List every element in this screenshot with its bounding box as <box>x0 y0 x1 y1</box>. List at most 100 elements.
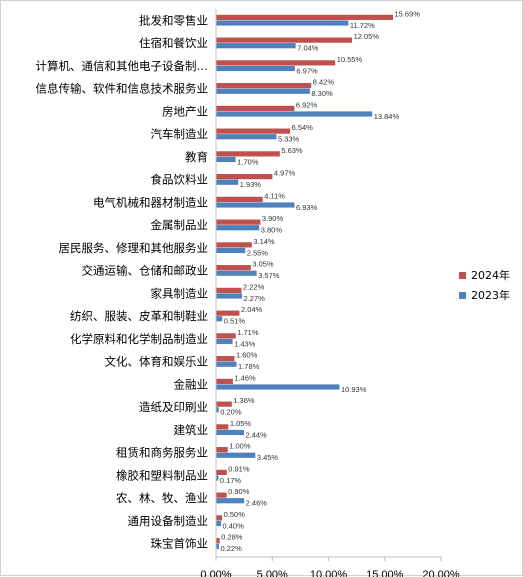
data-label: 3.45% <box>257 453 279 462</box>
category-label: 电气机械和器材制造业 <box>93 195 208 209</box>
data-label: 1.93% <box>240 180 262 189</box>
bar-series1 <box>216 219 261 225</box>
data-label: 10.93% <box>341 385 367 394</box>
bar-series1 <box>216 378 233 384</box>
bar-series2 <box>216 65 295 72</box>
bar-series2 <box>216 88 310 94</box>
data-label: 8.30% <box>311 89 333 98</box>
bar-series2 <box>216 179 239 185</box>
category-label: 纺织、服装、皮革和制鞋业 <box>70 309 208 323</box>
data-label: 5.33% <box>278 135 300 144</box>
bar-series1 <box>216 174 273 180</box>
data-label: 7.04% <box>297 44 319 53</box>
category-label: 租赁和商务服务业 <box>116 446 208 460</box>
data-label: 8.42% <box>313 78 335 87</box>
bar-series1 <box>216 424 229 430</box>
category-label: 通用设备制造业 <box>128 514 209 528</box>
category-label: 橡胶和塑料制品业 <box>116 468 208 482</box>
legend-label: 2024年 <box>471 268 510 282</box>
category-label: 住宿和餐饮业 <box>139 36 208 50</box>
data-label: 2.04% <box>241 305 263 314</box>
bar-series1 <box>216 287 242 293</box>
data-label: 2.44% <box>245 430 267 439</box>
category-label: 食品饮料业 <box>151 173 209 187</box>
category-label: 金融业 <box>174 377 209 391</box>
category-label: 家具制造业 <box>151 286 209 300</box>
category-label: 计算机、通信和其他电子设备制… <box>36 59 209 73</box>
category-label: 汽车制造业 <box>151 127 209 141</box>
bar-series1 <box>216 128 291 134</box>
category-label: 珠宝首饰业 <box>151 537 209 551</box>
data-label: 5.63% <box>281 146 303 155</box>
bar-series1 <box>216 151 280 157</box>
data-label: 3.90% <box>262 214 284 223</box>
category-label: 信息传输、软件和信息技术服务业 <box>36 82 209 96</box>
data-label: 3.57% <box>258 271 280 280</box>
bar-series1 <box>216 196 263 202</box>
bar-series2 <box>216 407 219 413</box>
bar-series2 <box>216 543 219 549</box>
category-label: 教育 <box>185 150 208 164</box>
category-label: 建筑业 <box>174 423 209 437</box>
data-label: 1.36% <box>233 396 255 405</box>
bar-series2 <box>216 270 257 276</box>
data-label: 1.70% <box>237 157 259 166</box>
bar-series1 <box>216 492 227 498</box>
data-label: 1.05% <box>230 419 252 428</box>
bar-series1 <box>216 310 240 316</box>
bar-series1 <box>216 83 312 89</box>
data-label: 0.40% <box>223 521 245 530</box>
bar-series2 <box>216 498 245 504</box>
bar-series2 <box>216 361 237 367</box>
data-label: 11.72% <box>350 21 375 30</box>
bar-series1 <box>216 515 223 521</box>
bar-series1 <box>216 469 227 475</box>
bar-series2 <box>216 43 296 49</box>
data-label: 6.92% <box>296 100 318 109</box>
bar-series1 <box>216 37 353 43</box>
data-label: 3.14% <box>253 237 275 246</box>
bar-series1 <box>216 60 336 66</box>
bar-series1 <box>216 242 252 248</box>
bar-series1 <box>216 265 251 271</box>
data-label: 1.46% <box>234 373 256 382</box>
x-tick-label: 5.00% <box>257 569 288 577</box>
category-label: 房地产业 <box>162 104 208 118</box>
bar-series2 <box>216 247 246 254</box>
bar-series1 <box>216 105 295 111</box>
legend-label: 2023年 <box>471 288 510 302</box>
data-label: 0.90% <box>228 487 250 496</box>
bar-series2 <box>216 293 243 299</box>
data-label: 0.22% <box>220 544 242 553</box>
data-label: 2.55% <box>247 248 269 257</box>
data-label: 10.55% <box>337 55 363 64</box>
data-label: 0.28% <box>221 533 243 542</box>
data-label: 4.97% <box>274 169 296 178</box>
bar-series2 <box>216 384 340 390</box>
data-label: 13.84% <box>374 112 400 121</box>
category-label: 金属制品业 <box>151 218 209 232</box>
bar-series2 <box>216 520 221 527</box>
bar-series2 <box>216 134 277 140</box>
bar-series1 <box>216 538 220 544</box>
data-label: 6.93% <box>296 203 318 212</box>
bar-series1 <box>216 447 228 453</box>
bar-series2 <box>216 225 260 231</box>
x-tick-label: 10.00% <box>310 569 348 577</box>
category-label: 农、林、牧、渔业 <box>116 491 208 505</box>
bar-series2 <box>216 338 233 345</box>
data-label: 0.91% <box>228 464 250 473</box>
bar-series2 <box>216 429 244 436</box>
bar-series2 <box>216 202 295 208</box>
data-label: 0.50% <box>224 510 246 519</box>
data-label: 2.27% <box>244 294 266 303</box>
data-label: 1.71% <box>237 328 259 337</box>
category-label: 文化、体育和娱乐业 <box>105 355 209 369</box>
bar-series1 <box>216 14 394 20</box>
bar-series2 <box>216 156 236 163</box>
x-tick-label: 0.00% <box>200 569 231 577</box>
data-label: 3.80% <box>261 226 283 235</box>
category-label: 交通运输、仓储和邮政业 <box>82 264 209 278</box>
